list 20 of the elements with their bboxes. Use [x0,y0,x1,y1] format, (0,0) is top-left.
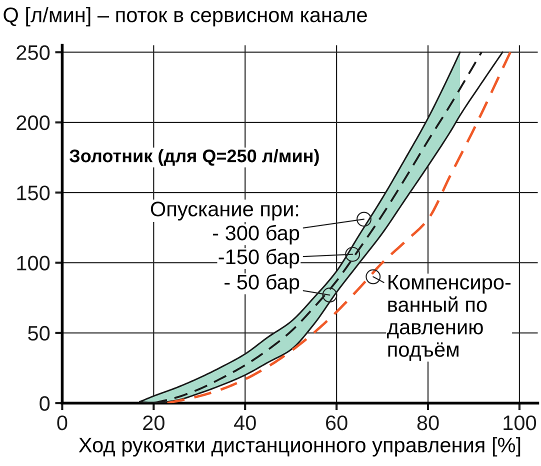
y-tick-label: 50 [28,326,50,341]
x-tick-label: 0 [57,415,68,430]
y-tick-label: 0 [40,396,50,411]
annotation: Золотник (для Q=250 л/мин) [69,149,319,166]
x-tick-label: 100 [504,415,536,430]
x-tick-label: 60 [326,415,348,430]
annotation: Компенсиро- ванный по давлению подъём [387,275,511,361]
y-axis-title: Q [л/мин] – поток в сервисном канале [4,6,367,26]
x-tick-label: 20 [143,415,164,430]
y-tick-label: 100 [17,256,50,270]
y-tick-label: 250 [16,45,50,60]
annotation: - 300 бар [213,224,300,244]
y-tick-label: 200 [16,115,50,130]
annotation: - 50 бар [224,274,300,294]
y-tick-label: 150 [17,186,50,200]
x-axis-title: Ход рукоятки дистанционного управления [%] [78,437,520,457]
annotation: -150 бар [218,248,300,268]
x-tick-label: 40 [234,415,256,430]
annotation: Опускание при: [150,202,298,221]
x-tick-label: 80 [417,415,439,430]
